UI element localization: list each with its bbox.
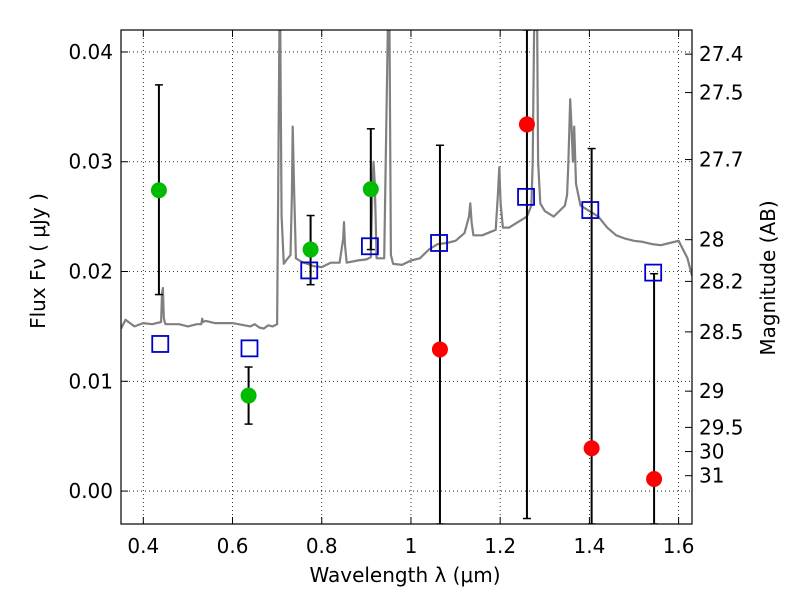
axis-ticks: 0.4 0.6 0.8 1 1.2 1.4 1.6 0.00 0.01 0.02 0.03 0.04 2… [68,30,744,558]
right-tick-label: 31 [699,464,724,488]
plot-frame [120,29,693,525]
x-tick-label: 1.2 [484,534,516,558]
data-point [302,241,319,258]
y-tick-label: 0.04 [68,40,113,64]
data-point [240,387,257,404]
model-point [581,201,600,219]
right-tick-label: 29 [699,379,724,403]
right-tick-label: 27.4 [699,42,744,66]
data-point [583,440,600,457]
right-tick-label: 30 [699,440,724,464]
x-tick-label: 0.8 [306,534,338,558]
y-tick-label: 0.03 [68,150,113,174]
model-point [644,263,663,282]
right-tick-label: 29.5 [699,415,744,439]
x-tick-label: 0.4 [127,534,159,558]
x-axis-title: Wavelength λ (μm) [309,563,500,587]
right-tick-label: 27.5 [699,81,744,105]
x-tick-label: 1 [405,534,418,558]
data-point [646,470,663,487]
model-point [517,187,535,206]
data-point [431,341,448,358]
template-spectrum-line [121,30,692,330]
plot-area [121,30,692,524]
y-tick-label: 0.00 [68,479,113,503]
model-point [240,339,259,358]
right-tick-label: 28.5 [699,320,744,344]
model-point [361,237,379,256]
y-tick-label: 0.01 [68,369,113,393]
x-tick-label: 1.4 [573,534,605,558]
y-tick-label: 0.02 [68,260,113,284]
model-point [300,261,319,280]
grid [121,30,692,524]
data-point [518,116,535,133]
right-tick-label: 27.7 [699,148,744,172]
model-point [151,335,170,353]
x-tick-label: 1.6 [663,534,695,558]
x-tick-label: 0.6 [217,534,249,558]
model-point [430,234,448,252]
data-point [362,181,379,198]
right-tick-label: 28.2 [699,269,744,293]
data-point [150,182,167,199]
right-tick-label: 28 [699,228,724,252]
right-axis-title: Magnitude (AB) [756,200,780,355]
y-axis-title: Flux Fν ( μJy ) [26,193,50,329]
